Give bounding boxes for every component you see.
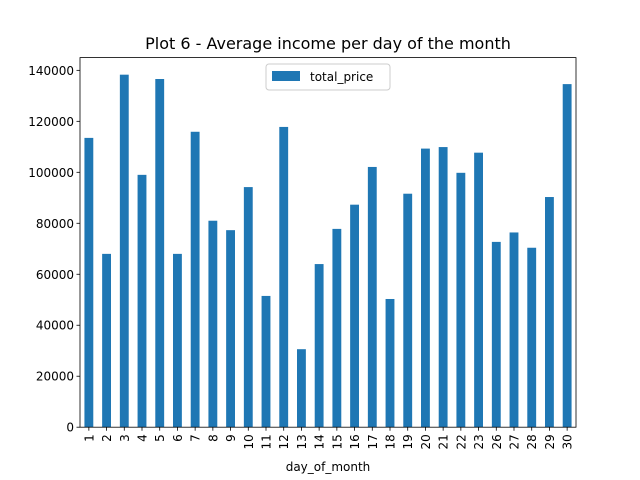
x-tick-label: 18 bbox=[384, 434, 398, 449]
bar-day-2 bbox=[102, 253, 111, 428]
x-tick-label: 21 bbox=[437, 434, 451, 449]
x-tick-label: 8 bbox=[206, 434, 220, 442]
x-tick-label: 10 bbox=[242, 434, 256, 449]
bar-day-20 bbox=[421, 148, 430, 428]
y-tick-label: 60000 bbox=[36, 268, 74, 282]
bar-day-19 bbox=[403, 193, 413, 428]
y-tick-label: 100000 bbox=[28, 166, 74, 180]
bar-day-6 bbox=[173, 253, 182, 428]
bar-day-17 bbox=[367, 166, 377, 428]
bar-day-21 bbox=[438, 147, 448, 428]
bar-day-1 bbox=[84, 137, 94, 428]
bar-day-27 bbox=[509, 232, 519, 428]
chart-title: Plot 6 - Average income per day of the m… bbox=[145, 34, 511, 53]
bar-day-4 bbox=[137, 174, 147, 428]
y-tick-label: 0 bbox=[66, 421, 74, 435]
bar-day-18 bbox=[385, 298, 395, 428]
x-tick-label: 4 bbox=[136, 434, 150, 442]
x-tick-label: 1 bbox=[82, 434, 96, 442]
bar-day-15 bbox=[332, 228, 342, 428]
y-tick-label: 80000 bbox=[36, 217, 74, 231]
y-tick-label: 20000 bbox=[36, 370, 74, 384]
bar-day-12 bbox=[279, 126, 289, 428]
bar-day-22 bbox=[456, 172, 466, 428]
x-tick-label: 12 bbox=[277, 434, 291, 449]
bar-day-11 bbox=[261, 295, 271, 428]
x-axis-label: day_of_month bbox=[286, 460, 371, 474]
x-tick-label: 11 bbox=[260, 434, 274, 449]
x-tick-label: 6 bbox=[171, 434, 185, 442]
x-tick-label: 16 bbox=[348, 434, 362, 449]
x-tick-label: 17 bbox=[366, 434, 380, 449]
bar-day-29 bbox=[545, 197, 554, 428]
x-tick-label: 28 bbox=[525, 434, 539, 449]
legend-swatch bbox=[272, 71, 300, 81]
y-tick-label: 120000 bbox=[28, 115, 74, 129]
x-tick-label: 29 bbox=[543, 434, 557, 449]
bar-day-7 bbox=[190, 131, 200, 428]
y-tick-label: 40000 bbox=[36, 319, 74, 333]
legend: total_price bbox=[265, 63, 391, 91]
bar-day-5 bbox=[155, 79, 165, 428]
bars bbox=[84, 74, 572, 428]
bar-day-3 bbox=[119, 74, 129, 428]
x-tick-label: 27 bbox=[508, 434, 522, 449]
bar-day-23 bbox=[474, 152, 483, 428]
x-tick-label: 2 bbox=[100, 434, 114, 442]
plot-frame bbox=[79, 57, 577, 428]
bar-day-30 bbox=[562, 84, 572, 428]
x-tick-label: 23 bbox=[472, 434, 486, 449]
bar-day-10 bbox=[243, 187, 253, 428]
x-tick-label: 15 bbox=[330, 434, 344, 449]
x-tick-label: 9 bbox=[224, 434, 238, 442]
bar-day-13 bbox=[297, 349, 306, 428]
x-tick-label: 20 bbox=[419, 434, 433, 449]
x-tick-label: 3 bbox=[118, 434, 132, 442]
y-tick-label: 140000 bbox=[28, 64, 74, 78]
legend-label: total_price bbox=[310, 70, 373, 84]
x-tick-label: 7 bbox=[189, 434, 203, 442]
bar-day-8 bbox=[208, 220, 218, 428]
x-tick-label: 22 bbox=[454, 434, 468, 449]
bar-day-14 bbox=[314, 264, 324, 428]
x-tick-label: 19 bbox=[401, 434, 415, 449]
x-tick-label: 30 bbox=[561, 434, 575, 449]
x-axis: 1 2 3 4 5 6 7 8 9 10 11 12 13 14 15 16 17 18 19 20 21 22 23 26 2… bbox=[82, 427, 575, 449]
bar-day-28 bbox=[527, 247, 537, 428]
bar-day-16 bbox=[350, 204, 359, 428]
bar-day-26 bbox=[491, 241, 501, 428]
legend-box bbox=[265, 63, 391, 91]
x-tick-label: 5 bbox=[153, 434, 167, 442]
x-tick-label: 13 bbox=[295, 434, 309, 449]
y-axis: 0 20000 40000 60000 80000 100000 120000 140000 bbox=[28, 64, 80, 435]
bar-day-9 bbox=[226, 230, 235, 428]
x-tick-label: 14 bbox=[313, 434, 327, 449]
x-tick-label: 26 bbox=[490, 434, 504, 449]
